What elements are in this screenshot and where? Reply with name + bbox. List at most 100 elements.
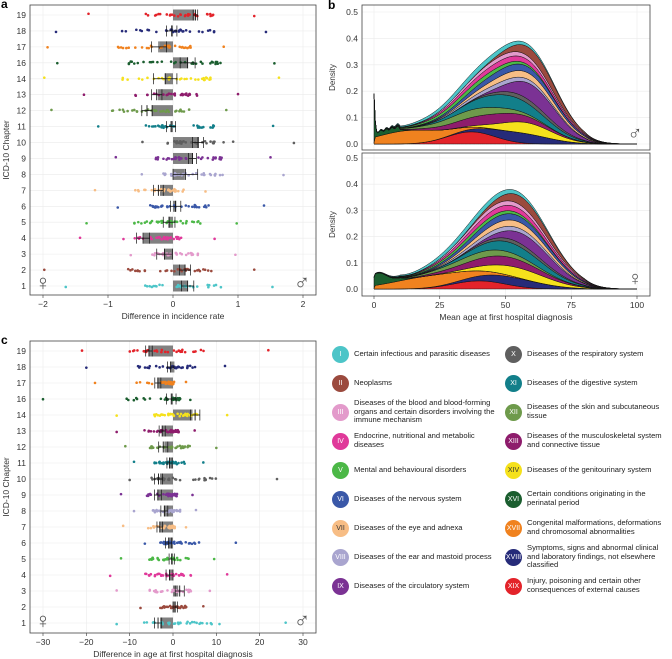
chapter-4-point [153, 574, 157, 578]
chapter-1-point [190, 620, 194, 624]
chapter-11-point [158, 461, 162, 465]
chapter-1-point [176, 283, 180, 287]
chapter-14-point [205, 77, 209, 80]
chapter-2-point [126, 267, 130, 271]
chapter-16-point [219, 61, 222, 65]
chapter-7-point [121, 524, 125, 528]
chapter-16-point [132, 398, 136, 402]
chapter-16-point [214, 62, 217, 66]
chapter-1-point [161, 283, 164, 287]
chapter-5-point [166, 557, 170, 561]
chapter-2-point [210, 269, 213, 273]
chapter-numeral-badge: XIX [505, 577, 522, 595]
chapter-17-point [138, 380, 142, 384]
chapter-9-point [162, 157, 165, 161]
y-tick-label: 12 [17, 106, 27, 116]
chapter-7-point [176, 189, 180, 193]
chapter-17-point [119, 46, 123, 49]
chapter-4-point [144, 572, 148, 576]
chapter-11-point [162, 126, 165, 130]
chapter-12-point [131, 109, 134, 112]
chapter-8-point [202, 173, 206, 177]
chapter-19-point [160, 350, 163, 354]
chapter-18-point [179, 28, 183, 32]
chapter-10-point [203, 139, 207, 143]
y-tick-label: 0.2 [346, 232, 358, 242]
chapter-5-point [145, 220, 149, 223]
chapter-18-point [181, 366, 185, 369]
panel-label: c [1, 333, 8, 347]
chapter-17-point [167, 381, 170, 384]
chapter-7-point [149, 526, 153, 530]
y-tick-label: 7 [21, 522, 26, 532]
chapter-19-point [208, 12, 212, 16]
chapter-4-point [179, 572, 183, 576]
chapter-17-point [173, 44, 177, 48]
chapter-2-point [136, 269, 139, 273]
chapter-12-point [170, 445, 174, 449]
chapter-14-point [121, 76, 125, 80]
chapter-14-point [184, 412, 187, 416]
chapter-16-point [127, 62, 131, 66]
chapter-14-point [178, 414, 182, 418]
chapter-17-point [167, 44, 171, 47]
chapter-18-point [201, 30, 204, 34]
y-tick-label: 0.0 [346, 284, 358, 294]
chapter-3-point [196, 253, 200, 257]
chapter-16-point [132, 62, 136, 65]
chapter-12-point [135, 109, 139, 113]
chapter-16-point [174, 60, 177, 64]
chapter-13-point [188, 92, 191, 96]
chapter-12-point [148, 446, 152, 450]
legend-label: Diseases of the circulatory system [354, 580, 470, 590]
chapter-2-point [180, 605, 183, 608]
chapter-numeral-badge: X [505, 345, 522, 363]
chapter-13-point [149, 429, 153, 433]
chapter-17-point [170, 380, 173, 384]
chapter-19-point [131, 349, 135, 353]
legend-item-chapter-1: I Certain infectious and parasitic diseas… [332, 341, 502, 367]
x-tick-label: 2 [301, 299, 306, 309]
legend-item-chapter-5: V Mental and behavioural disorders [332, 457, 502, 483]
y-tick-label: 0.4 [346, 179, 358, 189]
chapter-6-point [161, 204, 164, 208]
chapter-1-point [173, 622, 177, 625]
chapter-3-point [184, 253, 188, 257]
legend-item-chapter-17: XVII Congenital malformations, deformatio… [505, 515, 670, 541]
y-tick-label: 0.5 [346, 153, 358, 163]
chapter-2-point [165, 269, 169, 272]
chapter-10-point [128, 478, 131, 482]
chapter-numeral-badge: III [332, 403, 349, 421]
chapter-18-point [208, 28, 212, 32]
chapter-7-point [136, 188, 140, 192]
chapter-7-point [167, 188, 170, 192]
chapter-11-point [167, 460, 170, 464]
chapter-17-point [127, 46, 131, 49]
chapter-2-point [180, 269, 183, 273]
legend-label: Injury, poisoning and certain other cons… [527, 576, 641, 594]
chapter-13-point [155, 430, 159, 433]
chapter-2-point [43, 268, 46, 272]
chapter-5-point [181, 221, 185, 225]
chapter-6-point [195, 205, 199, 209]
chapter-7-point [143, 188, 146, 192]
chapter-1-point [142, 621, 146, 624]
chapter-19-point [172, 349, 176, 352]
chapter-numeral-badge: XVI [505, 490, 522, 508]
legend-label: Congenital malformations, deformations a… [527, 518, 662, 536]
chapter-11-point [211, 124, 215, 127]
chapter-18-point [137, 366, 141, 369]
chapter-13-point [184, 92, 188, 95]
chapter-3-point [155, 590, 159, 594]
chapter-16-point [160, 60, 164, 63]
chapter-19-point [158, 12, 162, 16]
chapter-2-point [202, 268, 205, 271]
chapter-14-point [189, 77, 193, 80]
y-axis-title: Density [328, 64, 337, 91]
chapter-10-point [204, 478, 207, 482]
chapter-7-point [163, 188, 166, 191]
chapter-12-point [50, 108, 53, 112]
legend-label: Diseases of the eye and adnexa [354, 522, 463, 532]
chapter-9-point [180, 157, 183, 160]
chapter-13-point [152, 430, 156, 433]
